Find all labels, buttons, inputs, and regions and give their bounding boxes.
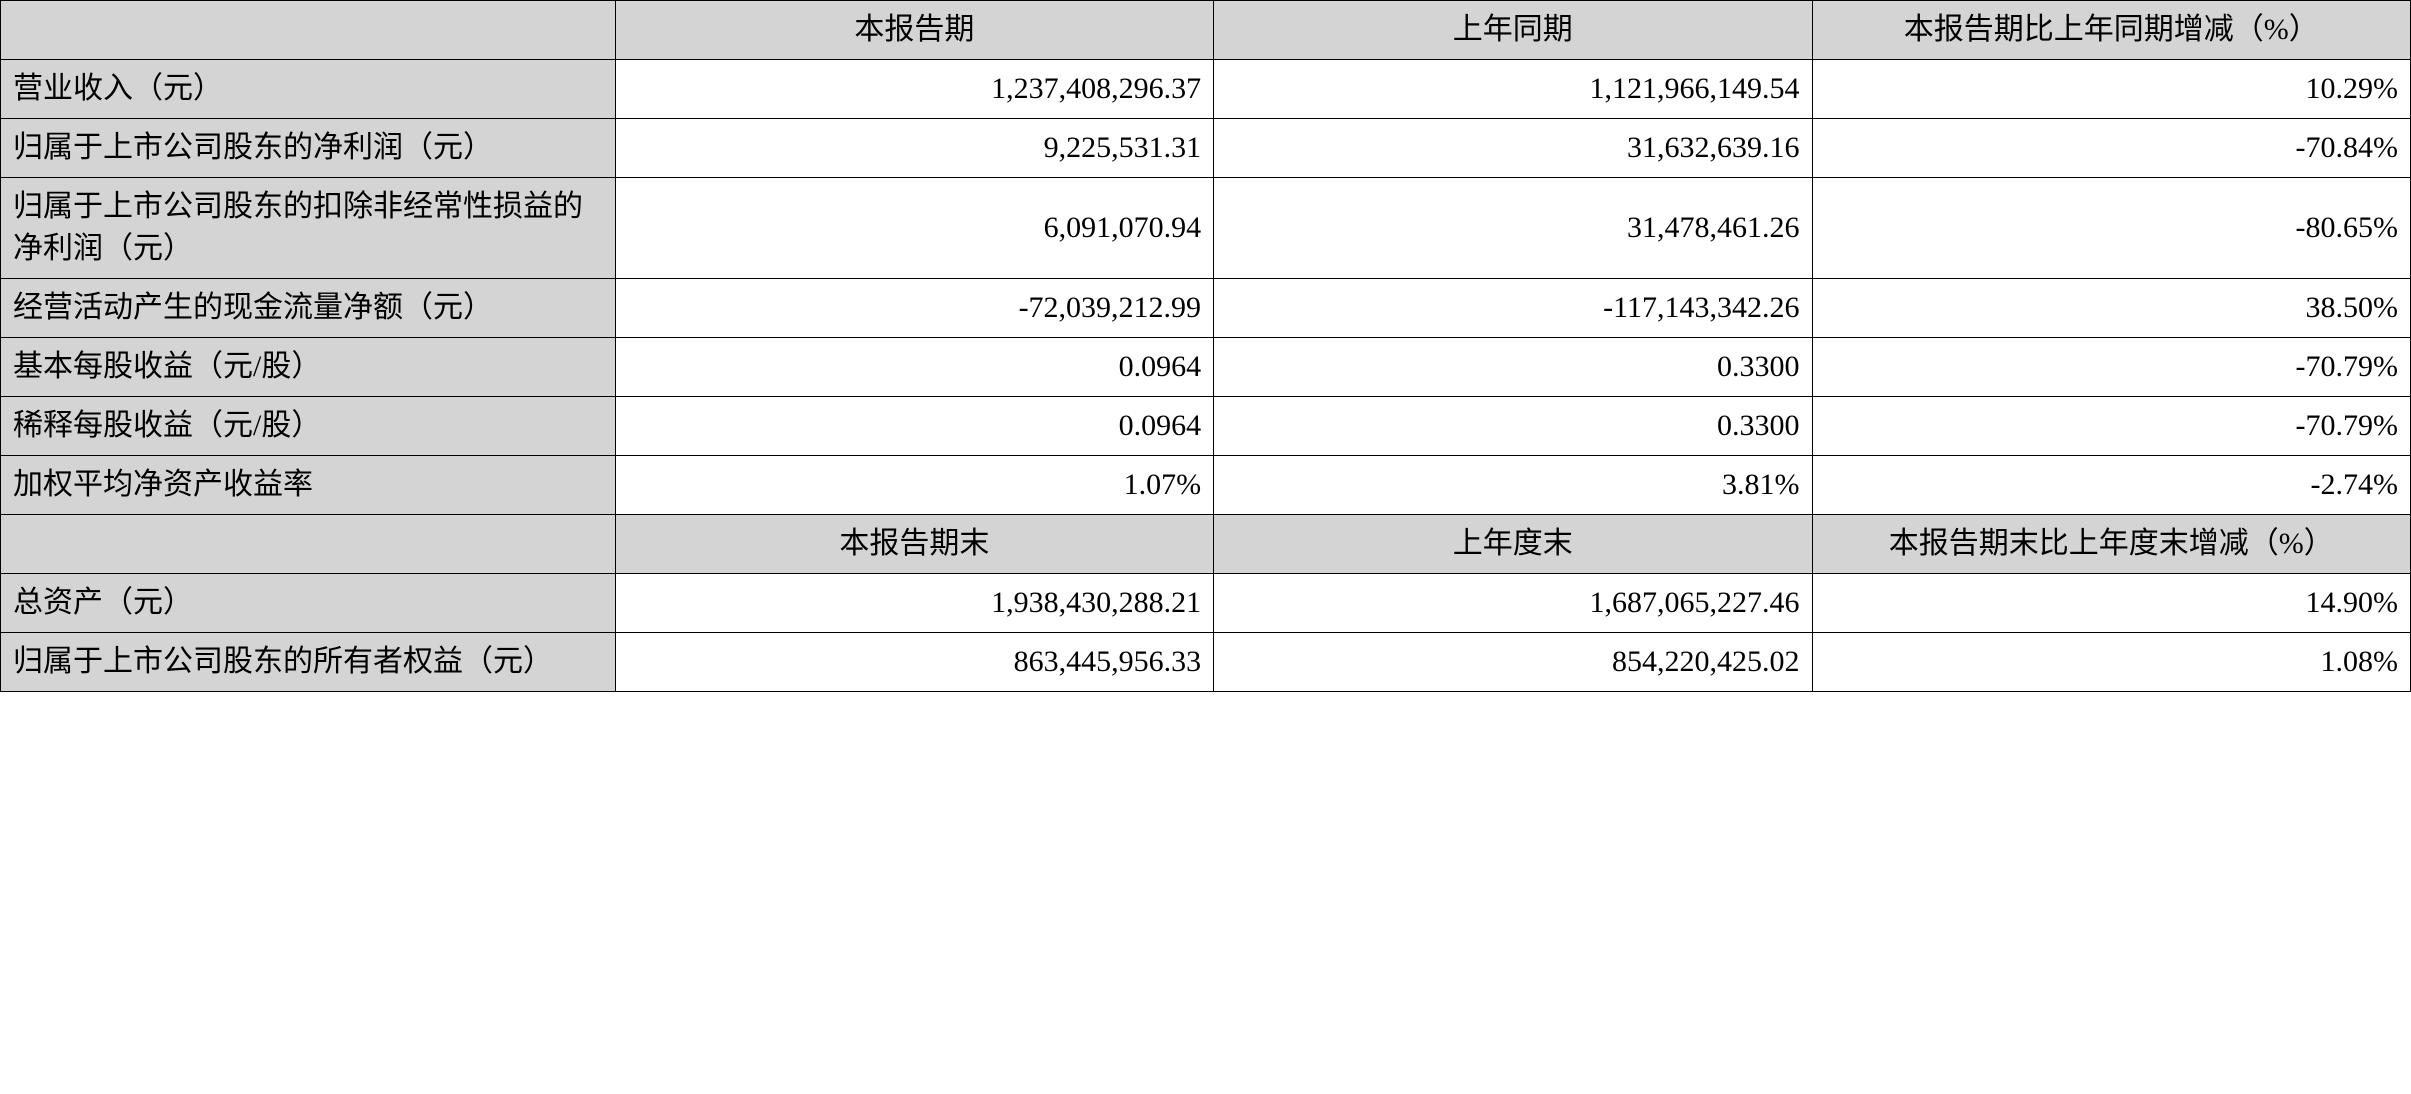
value-cell: 1,938,430,288.21 (615, 574, 1213, 633)
row-label: 营业收入（元） (1, 60, 616, 119)
financial-summary-table: 本报告期上年同期本报告期比上年同期增减（%）营业收入（元）1,237,408,2… (0, 0, 2411, 692)
value-cell: 0.0964 (615, 338, 1213, 397)
table-row: 归属于上市公司股东的扣除非经常性损益的净利润（元）6,091,070.9431,… (1, 178, 2411, 279)
table-header-row: 本报告期末上年度末本报告期末比上年度末增减（%） (1, 515, 2411, 574)
value-cell: 1,687,065,227.46 (1214, 574, 1812, 633)
header-cell (1, 1, 616, 60)
header-cell: 本报告期 (615, 1, 1213, 60)
table-body: 本报告期上年同期本报告期比上年同期增减（%）营业收入（元）1,237,408,2… (1, 1, 2411, 692)
value-cell: 863,445,956.33 (615, 633, 1213, 692)
header-cell: 上年同期 (1214, 1, 1812, 60)
value-cell: 14.90% (1812, 574, 2410, 633)
value-cell: -80.65% (1812, 178, 2410, 279)
value-cell: 38.50% (1812, 279, 2410, 338)
value-cell: 0.3300 (1214, 338, 1812, 397)
header-cell (1, 515, 616, 574)
value-cell: 31,632,639.16 (1214, 119, 1812, 178)
table-row: 归属于上市公司股东的所有者权益（元）863,445,956.33854,220,… (1, 633, 2411, 692)
header-cell: 本报告期末 (615, 515, 1213, 574)
value-cell: 0.3300 (1214, 397, 1812, 456)
value-cell: 1,121,966,149.54 (1214, 60, 1812, 119)
value-cell: 9,225,531.31 (615, 119, 1213, 178)
value-cell: 1.07% (615, 456, 1213, 515)
row-label: 总资产（元） (1, 574, 616, 633)
value-cell: -2.74% (1812, 456, 2410, 515)
row-label: 归属于上市公司股东的扣除非经常性损益的净利润（元） (1, 178, 616, 279)
row-label: 基本每股收益（元/股） (1, 338, 616, 397)
table-row: 营业收入（元）1,237,408,296.371,121,966,149.541… (1, 60, 2411, 119)
table-row: 总资产（元）1,938,430,288.211,687,065,227.4614… (1, 574, 2411, 633)
value-cell: -70.79% (1812, 397, 2410, 456)
table-row: 归属于上市公司股东的净利润（元）9,225,531.3131,632,639.1… (1, 119, 2411, 178)
value-cell: -117,143,342.26 (1214, 279, 1812, 338)
value-cell: 1,237,408,296.37 (615, 60, 1213, 119)
row-label: 加权平均净资产收益率 (1, 456, 616, 515)
table-row: 经营活动产生的现金流量净额（元）-72,039,212.99-117,143,3… (1, 279, 2411, 338)
header-cell: 本报告期比上年同期增减（%） (1812, 1, 2410, 60)
header-cell: 上年度末 (1214, 515, 1812, 574)
value-cell: 10.29% (1812, 60, 2410, 119)
value-cell: -70.84% (1812, 119, 2410, 178)
table-header-row: 本报告期上年同期本报告期比上年同期增减（%） (1, 1, 2411, 60)
value-cell: 3.81% (1214, 456, 1812, 515)
row-label: 稀释每股收益（元/股） (1, 397, 616, 456)
value-cell: 0.0964 (615, 397, 1213, 456)
value-cell: -70.79% (1812, 338, 2410, 397)
table-row: 基本每股收益（元/股）0.09640.3300-70.79% (1, 338, 2411, 397)
value-cell: 31,478,461.26 (1214, 178, 1812, 279)
row-label: 归属于上市公司股东的净利润（元） (1, 119, 616, 178)
row-label: 经营活动产生的现金流量净额（元） (1, 279, 616, 338)
value-cell: 6,091,070.94 (615, 178, 1213, 279)
row-label: 归属于上市公司股东的所有者权益（元） (1, 633, 616, 692)
value-cell: 1.08% (1812, 633, 2410, 692)
table-row: 稀释每股收益（元/股）0.09640.3300-70.79% (1, 397, 2411, 456)
table-row: 加权平均净资产收益率1.07%3.81%-2.74% (1, 456, 2411, 515)
value-cell: -72,039,212.99 (615, 279, 1213, 338)
value-cell: 854,220,425.02 (1214, 633, 1812, 692)
header-cell: 本报告期末比上年度末增减（%） (1812, 515, 2410, 574)
